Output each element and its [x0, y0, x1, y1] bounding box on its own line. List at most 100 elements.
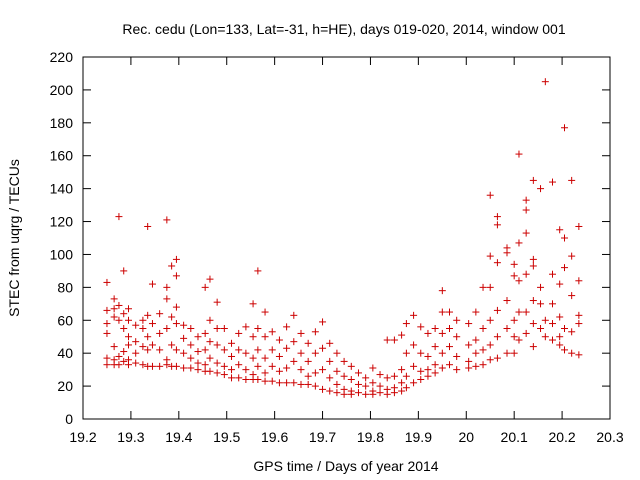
data-point	[549, 178, 557, 186]
data-point	[438, 287, 446, 295]
data-point	[206, 316, 214, 324]
data-point	[148, 362, 156, 370]
data-point	[187, 325, 195, 332]
y-tick-label: 200	[50, 82, 74, 98]
data-point	[326, 357, 334, 365]
data-point	[522, 206, 530, 214]
data-point	[376, 389, 384, 397]
x-axis-label: GPS time / Days of year 2014	[253, 458, 438, 474]
y-tick-label: 80	[57, 279, 73, 295]
data-point	[213, 298, 221, 306]
data-point	[453, 316, 461, 324]
data-point	[168, 313, 176, 321]
data-point	[465, 341, 473, 349]
data-point	[242, 323, 250, 331]
data-point	[187, 354, 195, 362]
data-point	[446, 343, 454, 351]
data-point	[537, 300, 545, 308]
data-point	[115, 361, 123, 369]
data-point	[163, 361, 171, 369]
data-point	[424, 372, 432, 380]
data-point	[220, 346, 228, 354]
data-point	[283, 379, 291, 387]
data-point	[220, 371, 228, 379]
data-point	[529, 176, 537, 184]
data-point	[333, 389, 341, 397]
data-point	[556, 341, 564, 349]
data-point	[144, 311, 152, 319]
data-point	[297, 380, 305, 388]
data-point	[575, 320, 583, 328]
data-point	[424, 329, 432, 337]
data-point	[228, 366, 236, 374]
data-point	[472, 362, 480, 370]
data-point	[522, 229, 530, 237]
data-point	[549, 320, 557, 328]
data-point	[326, 339, 334, 347]
y-tick-label: 100	[50, 246, 74, 262]
data-point	[132, 349, 140, 357]
data-point	[148, 320, 156, 328]
data-point	[110, 295, 118, 303]
data-point	[354, 380, 362, 388]
data-point	[148, 341, 156, 349]
data-point	[254, 325, 262, 332]
data-point	[168, 262, 176, 270]
data-point	[110, 343, 118, 351]
data-point	[201, 329, 209, 337]
y-axis-label: STEC from uqrg / TECUs	[6, 159, 22, 317]
data-point	[268, 377, 276, 385]
y-tick-label: 120	[50, 214, 74, 230]
data-point	[568, 292, 576, 300]
data-point	[297, 349, 305, 357]
data-point	[529, 320, 537, 328]
data-point	[194, 359, 202, 367]
data-point	[556, 313, 564, 321]
data-point	[438, 308, 446, 316]
data-point	[275, 352, 283, 360]
data-point	[493, 213, 501, 221]
data-point	[333, 349, 341, 357]
data-point	[510, 272, 518, 280]
data-point	[156, 329, 164, 337]
data-point	[249, 300, 257, 308]
data-point	[125, 316, 133, 324]
data-point	[268, 362, 276, 370]
data-point	[180, 349, 188, 357]
data-point	[180, 321, 188, 329]
data-point	[163, 283, 171, 291]
data-point	[290, 311, 298, 319]
data-point	[220, 362, 228, 370]
data-point	[529, 343, 537, 351]
data-point	[304, 372, 312, 380]
data-point	[311, 382, 319, 390]
data-point	[172, 346, 180, 354]
data-point	[556, 226, 564, 234]
data-point	[201, 283, 209, 291]
x-tick-label: 19.5	[213, 429, 240, 445]
data-point	[383, 336, 391, 344]
data-point	[446, 325, 454, 332]
data-point	[556, 280, 564, 288]
data-point	[560, 234, 568, 242]
data-point	[410, 341, 418, 349]
data-point	[261, 354, 269, 362]
data-point	[510, 333, 518, 341]
data-point	[319, 318, 327, 326]
x-tick-label: 20	[458, 429, 474, 445]
x-tick-label: 19.3	[117, 429, 144, 445]
data-point	[556, 333, 564, 341]
y-tick-label: 20	[57, 378, 73, 394]
data-point	[493, 306, 501, 314]
data-point	[515, 336, 523, 344]
data-point	[148, 280, 156, 288]
data-point	[522, 270, 530, 278]
data-point	[172, 362, 180, 370]
data-point	[486, 356, 494, 364]
data-point	[139, 316, 147, 324]
data-point	[254, 267, 262, 275]
data-point	[369, 379, 377, 387]
data-point	[139, 325, 147, 332]
data-point	[369, 364, 377, 372]
data-point	[103, 354, 111, 362]
